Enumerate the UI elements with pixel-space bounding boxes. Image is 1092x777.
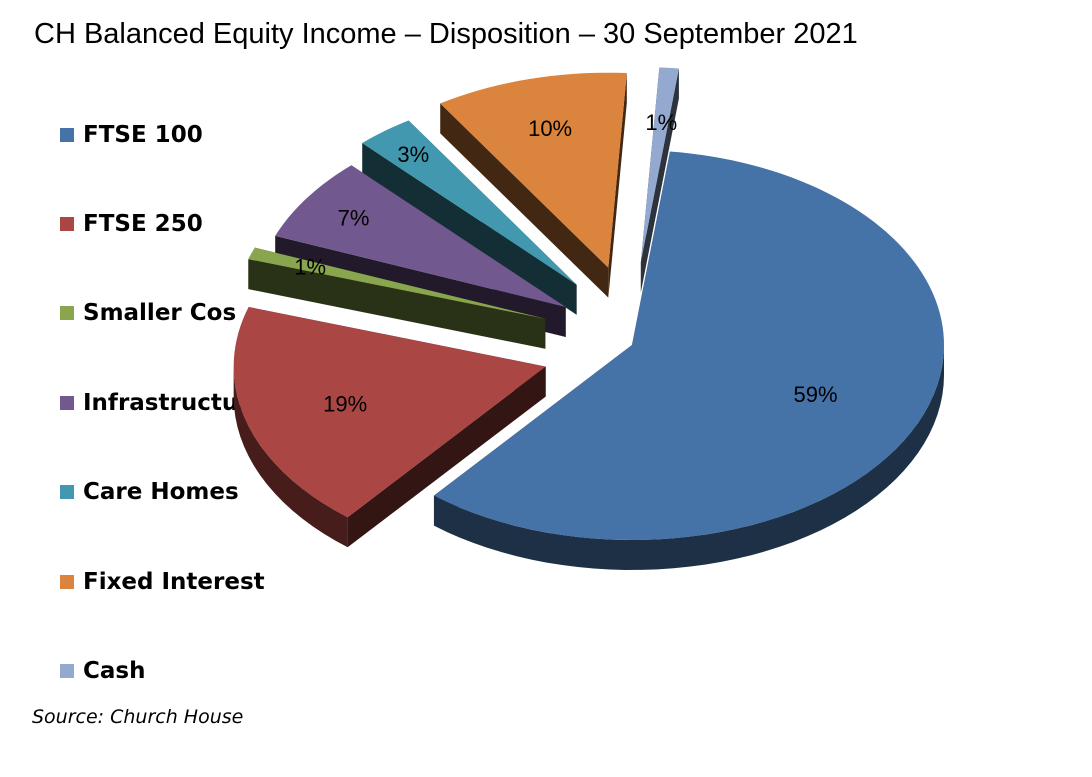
legend-label: Fixed Interest [83,568,265,595]
chart-legend: FTSE 100 FTSE 250 Smaller Cos Infrastruc… [60,108,265,734]
slice-value-label: 7% [338,206,370,231]
pie-slice [433,151,944,540]
pie-slice [233,306,546,518]
legend-swatch [60,395,74,410]
pie-label-layer: 59% 19% 1% 7% 3% 10% 1% [294,110,837,416]
pie-top-layer [233,67,944,540]
slice-value-label: 1% [294,254,326,279]
legend-item: FTSE 100 [60,90,265,179]
slice-value-label: 59% [794,382,838,407]
legend-item: Smaller Cos [60,269,265,358]
legend-label: FTSE 100 [83,121,203,148]
legend-label: Cash [83,658,146,685]
source-note: Source: Church House [32,706,244,728]
legend-item: Care Homes [60,448,265,537]
legend-swatch [60,664,74,679]
slice-value-label: 10% [528,116,572,141]
legend-swatch [60,485,74,500]
legend-swatch [60,217,74,232]
pie-slice-depth [440,73,627,298]
slice-value-label: 1% [645,110,677,135]
pie-slice [440,72,627,268]
pie-slice [362,120,577,285]
slice-value-label: 3% [397,142,429,167]
legend-swatch [60,306,74,321]
legend-swatch [60,127,74,142]
legend-label: FTSE 250 [83,211,203,238]
chart-title: CH Balanced Equity Income – Disposition … [34,18,858,50]
legend-swatch [60,574,74,589]
slice-value-label: 19% [323,391,367,416]
pie-slice [275,165,566,307]
legend-label: Smaller Cos [83,300,237,327]
pie-slice [248,247,546,319]
legend-label: Care Homes [83,479,239,506]
legend-item: Fixed Interest [60,537,265,626]
legend-item: Cash [60,626,265,715]
legend-item: FTSE 250 [60,179,265,268]
pie-slice [640,67,679,263]
